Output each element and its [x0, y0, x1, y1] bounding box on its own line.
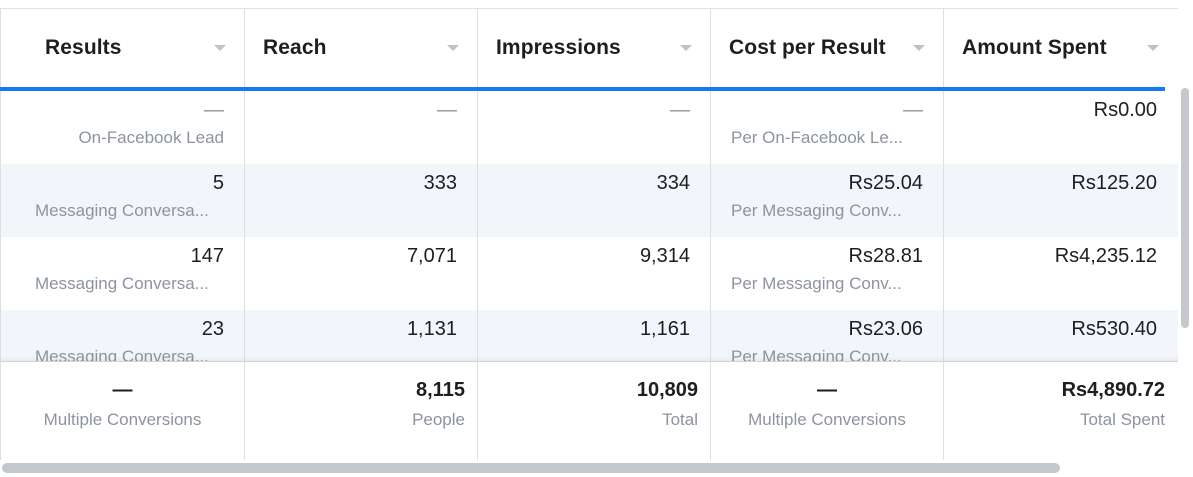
table-row[interactable]: 23 Messaging Conversa... 1,131 1,161 Rs2…	[0, 310, 1178, 361]
cell-impressions: 1,161	[478, 310, 711, 361]
cell-value: —	[670, 99, 690, 121]
table-row[interactable]: 147 Messaging Conversa... 7,071 9,314 Rs…	[0, 237, 1178, 310]
cell-amount-spent: Rs125.20	[944, 164, 1177, 237]
cell-value: Rs4,235.12	[1054, 245, 1157, 267]
header-underline	[0, 87, 1165, 91]
column-header-label: Amount Spent	[962, 36, 1107, 59]
sort-dropdown-icon[interactable]	[214, 45, 226, 51]
cell-subtext: Per Messaging Conv...	[731, 201, 902, 220]
summary-value: Rs4,890.72	[1061, 379, 1165, 401]
table-row[interactable]: — On-Facebook Lead — — — Per On-Facebook…	[0, 91, 1178, 164]
cell-cost-per-result: — Per On-Facebook Le...	[711, 91, 944, 164]
cell-subtext: Per Messaging Conv...	[731, 274, 902, 293]
sort-dropdown-icon[interactable]	[913, 45, 925, 51]
cell-value: Rs23.06	[848, 318, 924, 340]
summary-cost-per-result: — Multiple Conversions	[711, 362, 944, 460]
cell-results: 5 Messaging Conversa...	[0, 164, 245, 237]
table-body[interactable]: — On-Facebook Lead — — — Per On-Facebook…	[0, 91, 1178, 361]
cell-reach: 7,071	[245, 237, 478, 310]
summary-subtext: People	[412, 410, 465, 429]
column-header-label: Reach	[263, 36, 327, 59]
summary-results: — Multiple Conversions	[0, 362, 245, 460]
summary-row: — Multiple Conversions 8,115 People 10,8…	[0, 356, 1178, 460]
column-header-reach[interactable]: Reach	[245, 9, 478, 87]
cell-impressions: —	[478, 91, 711, 164]
vertical-scrollbar[interactable]	[1181, 88, 1189, 328]
cell-cost-per-result: Rs25.04 Per Messaging Conv...	[711, 164, 944, 237]
cell-subtext: On-Facebook Lead	[78, 128, 224, 147]
cell-amount-spent: Rs4,235.12	[944, 237, 1177, 310]
sort-dropdown-icon[interactable]	[1147, 45, 1159, 51]
ads-results-table: Results Reach Impressions Cost per Resul…	[0, 8, 1178, 460]
sort-dropdown-icon[interactable]	[680, 45, 692, 51]
cell-value: 333	[423, 172, 457, 194]
cell-subtext: Messaging Conversa...	[35, 274, 209, 293]
cell-value: 147	[190, 245, 224, 267]
summary-value: —	[112, 379, 133, 401]
cell-value: 23	[201, 318, 224, 340]
summary-subtext: Total	[662, 410, 698, 429]
sort-dropdown-icon[interactable]	[447, 45, 459, 51]
column-header-label: Results	[45, 36, 122, 59]
cell-reach: 333	[245, 164, 478, 237]
cell-value: 1,161	[639, 318, 690, 340]
cell-value: 1,131	[406, 318, 457, 340]
summary-reach: 8,115 People	[245, 362, 478, 460]
summary-subtext: Total Spent	[1079, 410, 1165, 429]
horizontal-scrollbar[interactable]	[2, 463, 1060, 473]
column-header-amount-spent[interactable]: Amount Spent	[944, 9, 1177, 87]
summary-subtext: Multiple Conversions	[43, 410, 202, 429]
cell-value: Rs125.20	[1071, 172, 1157, 194]
column-header-cost-per-result[interactable]: Cost per Result	[711, 9, 944, 87]
summary-impressions: 10,809 Total	[478, 362, 711, 460]
cell-value: Rs28.81	[848, 245, 924, 267]
summary-subtext: Multiple Conversions	[748, 410, 906, 429]
table-row[interactable]: 5 Messaging Conversa... 333 334 Rs25.04 …	[0, 164, 1178, 237]
summary-value: 8,115	[416, 379, 465, 401]
cell-subtext: Per Messaging Conv...	[731, 347, 902, 361]
summary-amount-spent: Rs4,890.72 Total Spent	[944, 362, 1177, 460]
column-header-label: Impressions	[496, 36, 621, 59]
table-header: Results Reach Impressions Cost per Resul…	[0, 9, 1178, 87]
cell-value: Rs25.04	[848, 172, 924, 194]
cell-impressions: 9,314	[478, 237, 711, 310]
cell-cost-per-result: Rs28.81 Per Messaging Conv...	[711, 237, 944, 310]
cell-value: —	[903, 99, 923, 121]
cell-results: — On-Facebook Lead	[0, 91, 245, 164]
cell-value: —	[204, 99, 224, 121]
column-header-results[interactable]: Results	[0, 9, 245, 87]
cell-value: Rs0.00	[1093, 99, 1157, 121]
cell-value: Rs530.40	[1071, 318, 1157, 340]
cell-value: 9,314	[639, 245, 690, 267]
cell-impressions: 334	[478, 164, 711, 237]
cell-subtext: Per On-Facebook Le...	[731, 128, 903, 147]
summary-value: 10,809	[636, 379, 698, 401]
column-header-label: Cost per Result	[729, 36, 886, 59]
cell-subtext: Messaging Conversa...	[35, 201, 209, 220]
cell-amount-spent: Rs0.00	[944, 91, 1177, 164]
cell-reach: 1,131	[245, 310, 478, 361]
cell-reach: —	[245, 91, 478, 164]
cell-results: 147 Messaging Conversa...	[0, 237, 245, 310]
cell-subtext: Messaging Conversa...	[35, 347, 209, 361]
cell-value: —	[437, 99, 457, 121]
cell-value: 334	[656, 172, 690, 194]
cell-results: 23 Messaging Conversa...	[0, 310, 245, 361]
cell-amount-spent: Rs530.40	[944, 310, 1177, 361]
column-header-impressions[interactable]: Impressions	[478, 9, 711, 87]
cell-cost-per-result: Rs23.06 Per Messaging Conv...	[711, 310, 944, 361]
cell-value: 7,071	[406, 245, 457, 267]
cell-value: 5	[212, 172, 224, 194]
summary-value: —	[817, 379, 837, 401]
